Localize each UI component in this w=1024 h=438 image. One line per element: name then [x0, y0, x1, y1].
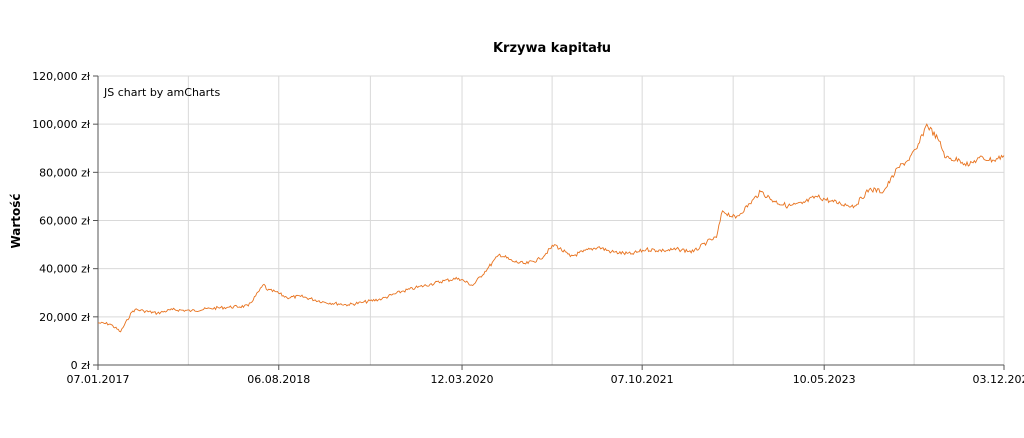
x-tick-label: 10.05.2023: [793, 373, 856, 386]
y-tick-labels: 0 zł 20,000 zł 40,000 zł 60,000 zł 80,000 zł…: [32, 70, 91, 372]
y-tick-label: 40,000 zł: [39, 263, 91, 276]
equity-series-line: [98, 123, 1005, 333]
y-tick-label: 20,000 zł: [39, 311, 91, 324]
x-tick-label: 07.10.2021: [611, 373, 674, 386]
x-tick-label: 12.03.2020: [431, 373, 494, 386]
x-tick-label: 03.12.2024: [973, 373, 1024, 386]
amcharts-credit[interactable]: JS chart by amCharts: [103, 86, 220, 99]
y-tick-label: 0 zł: [71, 359, 91, 372]
y-tick-label: 100,000 zł: [32, 118, 91, 131]
x-tick-labels: 07.01.2017 06.08.2018 12.03.2020 07.10.2021…: [67, 373, 1024, 386]
chart-title: Krzywa kapitału: [493, 41, 611, 56]
y-tick-label: 80,000 zł: [39, 166, 91, 179]
y-axis-label: Wartość: [9, 193, 23, 248]
x-tick-label: 07.01.2017: [67, 373, 130, 386]
y-tick-label: 60,000 zł: [39, 215, 91, 228]
plot-area: [98, 123, 1005, 333]
y-tick-label: 120,000 zł: [32, 70, 91, 83]
axes: [93, 75, 1005, 370]
x-tick-label: 06.08.2018: [247, 373, 310, 386]
grid-lines: [97, 75, 1005, 366]
